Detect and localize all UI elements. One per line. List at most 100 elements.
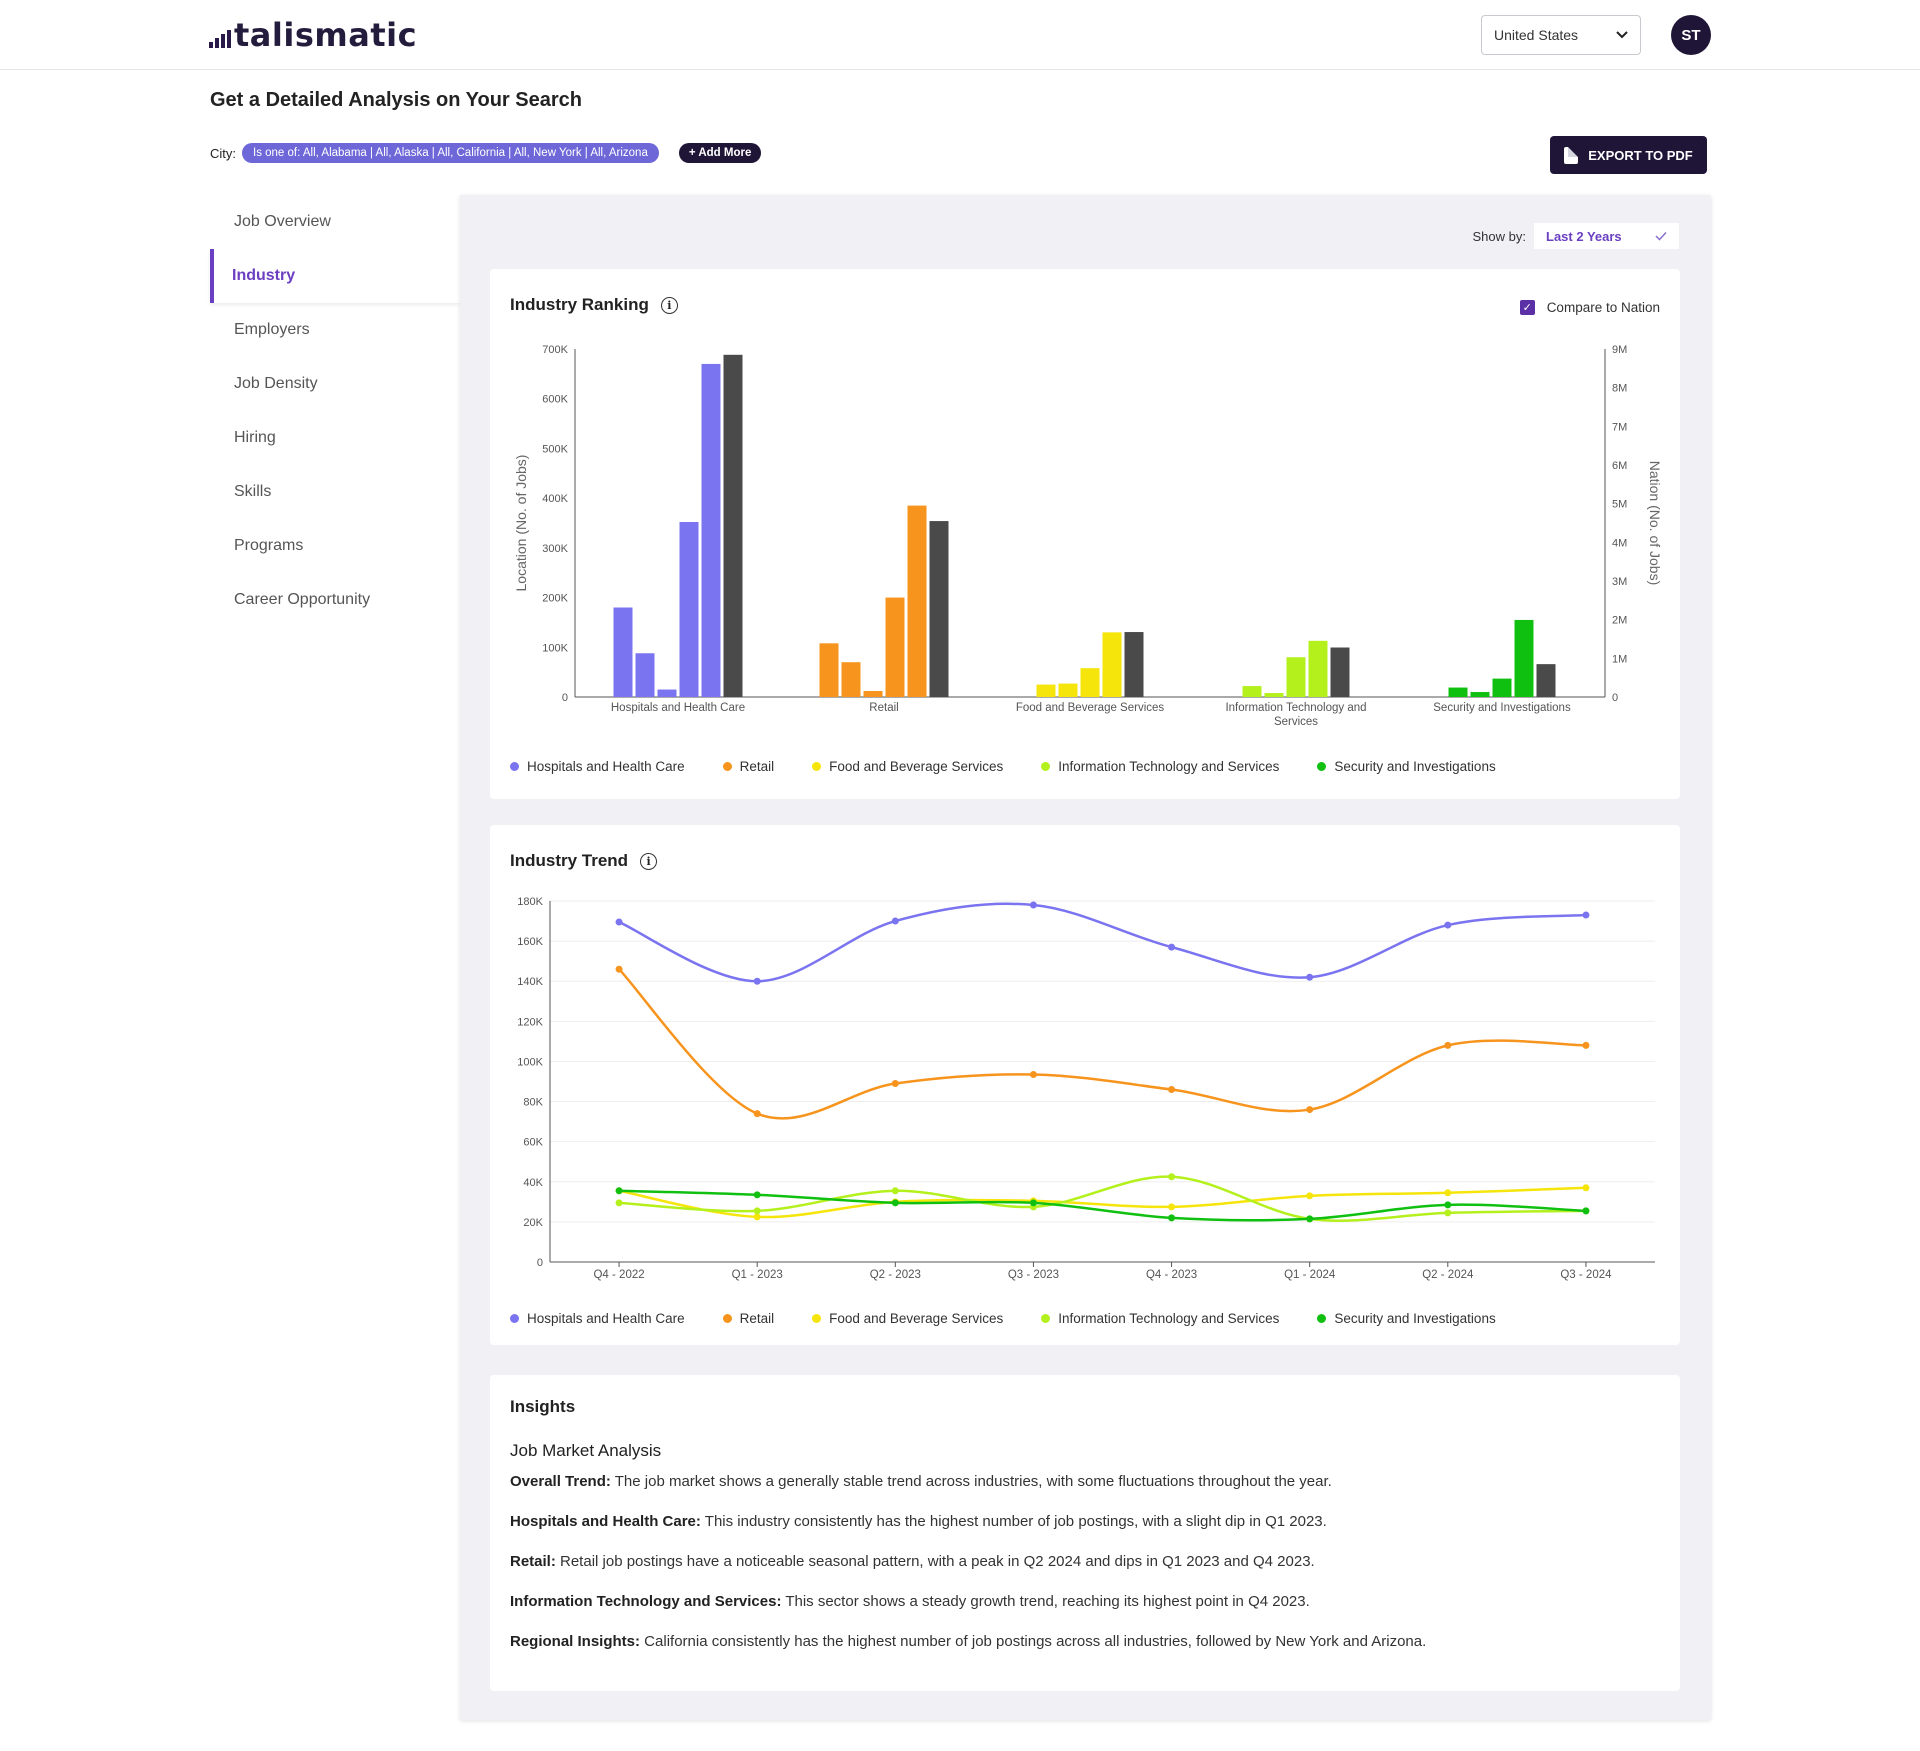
- user-avatar[interactable]: ST: [1671, 15, 1711, 55]
- series-line-retail: [618, 968, 1586, 1120]
- y-tick-label: 600K: [542, 394, 568, 406]
- sidebar-item-hiring[interactable]: Hiring: [210, 411, 460, 465]
- y2-axis-label: Nation (No. of Jobs): [1647, 461, 1663, 586]
- bar-retail: [863, 691, 883, 697]
- legend-dot: [1317, 762, 1327, 771]
- point-hospitals-and-health-care: [1306, 973, 1314, 981]
- y-tick-label: 200K: [542, 593, 568, 605]
- x-tick-label: Q4 - 2022: [593, 1269, 644, 1281]
- x-tick-label: Services: [1274, 716, 1318, 728]
- point-retail: [891, 1080, 899, 1088]
- sidebar-item-label: Employers: [234, 321, 310, 338]
- legend-item-information-technology-and-services[interactable]: Information Technology and Services: [1041, 1311, 1279, 1326]
- legend-item-security-and-investigations[interactable]: Security and Investigations: [1317, 759, 1496, 774]
- insight-item: Overall Trend: The job market shows a ge…: [510, 1473, 1332, 1490]
- compare-checkbox[interactable]: ✓: [1519, 300, 1535, 315]
- sidebar-item-programs[interactable]: Programs: [210, 519, 460, 573]
- show-by-value: Last 2 Years: [1546, 228, 1622, 244]
- y-axis-label: Location (No. of Jobs): [513, 455, 529, 592]
- point-hospitals-and-health-care: [891, 917, 899, 925]
- sidebar-item-job-density[interactable]: Job Density: [210, 357, 460, 411]
- country-select-value: United States: [1494, 27, 1579, 43]
- y2-tick-label: 2M: [1612, 615, 1627, 627]
- point-security-and-investigations: [1306, 1215, 1314, 1223]
- x-tick-label: Q1 - 2023: [732, 1269, 783, 1281]
- point-food-and-beverage-services: [753, 1213, 761, 1221]
- info-icon[interactable]: i: [660, 296, 678, 314]
- chevron-down-icon: [1616, 31, 1628, 39]
- show-by-control: Show by: Last 2 Years: [1473, 223, 1679, 249]
- bar-information-technology-and-services: [1264, 693, 1284, 697]
- sidebar-item-label: Programs: [234, 537, 304, 554]
- insight-text: The job market shows a generally stable …: [610, 1473, 1332, 1490]
- show-by-select[interactable]: Last 2 Years: [1534, 223, 1679, 249]
- insight-label: Hospitals and Health Care:: [510, 1513, 701, 1530]
- point-security-and-investigations: [891, 1199, 899, 1207]
- sidebar-item-label: Hiring: [234, 429, 276, 446]
- compare-to-nation[interactable]: ✓ Compare to Nation: [1519, 300, 1660, 315]
- main-panel: Show by: Last 2 Years Industry Ranking i…: [460, 195, 1711, 1720]
- point-retail: [1168, 1086, 1176, 1094]
- x-tick-label: Q3 - 2023: [1008, 1269, 1059, 1281]
- sidebar-item-job-overview[interactable]: Job Overview: [210, 195, 460, 249]
- insights-subtitle: Job Market Analysis: [510, 1441, 662, 1460]
- info-icon[interactable]: i: [640, 852, 658, 870]
- x-tick-label: Information Technology and: [1225, 702, 1366, 714]
- bar-hospitals-and-health-care: [657, 689, 677, 697]
- insight-text: Retail job postings have a noticeable se…: [555, 1553, 1315, 1570]
- legend-item-hospitals-and-health-care[interactable]: Hospitals and Health Care: [510, 1311, 685, 1326]
- y-tick-label: 300K: [542, 543, 568, 555]
- y2-tick-label: 3M: [1612, 576, 1627, 588]
- point-information-technology-and-services: [891, 1187, 899, 1195]
- series-line-security-and-investigations: [619, 1189, 1586, 1222]
- insight-text: California consistently has the highest …: [640, 1633, 1427, 1650]
- bar-hospitals-and-health-care: [701, 363, 721, 697]
- industry-trend-title: Industry Trend i: [510, 851, 658, 871]
- industry-ranking-legend: Hospitals and Health Care Retail Food and …: [510, 759, 1496, 774]
- insight-text: This sector shows a steady growth trend,…: [781, 1593, 1310, 1610]
- bar-security-and-investigations: [1470, 692, 1490, 697]
- sidebar-item-employers[interactable]: Employers: [210, 303, 460, 357]
- bar-retail: [819, 643, 839, 697]
- bar-information-technology-and-services: [1286, 657, 1306, 697]
- y2-tick-label: 1M: [1612, 653, 1627, 665]
- bar-security-and-investigations: [1492, 678, 1512, 697]
- legend-label: Security and Investigations: [1334, 759, 1496, 774]
- industry-trend-heading: Industry Trend: [510, 851, 629, 870]
- export-pdf-button[interactable]: EXPORT TO PDF: [1550, 136, 1707, 174]
- sidebar-item-career-opportunity[interactable]: Career Opportunity: [210, 573, 460, 627]
- x-tick-label: Q4 - 2023: [1146, 1269, 1197, 1281]
- sidebar-item-industry[interactable]: Industry: [210, 249, 460, 303]
- y-tick-label: 140K: [517, 976, 543, 988]
- export-pdf-label: EXPORT TO PDF: [1588, 147, 1693, 163]
- legend-item-retail[interactable]: Retail: [722, 1311, 775, 1326]
- logo-bars-icon: [209, 20, 231, 54]
- sidebar-item-skills[interactable]: Skills: [210, 465, 460, 519]
- insight-label: Retail:: [510, 1553, 556, 1570]
- insight-item: Information Technology and Services: Thi…: [510, 1593, 1310, 1610]
- insights-card: Insights Job Market Analysis Overall Tre…: [490, 1375, 1680, 1691]
- country-select[interactable]: United States: [1481, 15, 1641, 55]
- point-food-and-beverage-services: [1444, 1189, 1452, 1197]
- legend-dot: [510, 1314, 519, 1323]
- legend-label: Retail: [739, 1311, 775, 1326]
- x-tick-label: Q3 - 2024: [1560, 1269, 1612, 1281]
- add-more-button[interactable]: + Add More: [678, 143, 762, 163]
- legend-item-retail[interactable]: Retail: [722, 759, 774, 774]
- legend-item-food-and-beverage-services[interactable]: Food and Beverage Services: [812, 1311, 1003, 1326]
- pdf-file-icon: [1564, 146, 1579, 164]
- series-line-hospitals-and-health-care: [618, 902, 1587, 983]
- top-bar: talismatic United States ST: [0, 0, 1920, 70]
- legend-item-information-technology-and-services[interactable]: Information Technology and Services: [1041, 759, 1279, 774]
- legend-label: Hospitals and Health Care: [527, 1311, 685, 1326]
- legend-dot: [722, 1314, 732, 1323]
- y2-tick-label: 8M: [1612, 383, 1627, 395]
- legend-item-security-and-investigations[interactable]: Security and Investigations: [1317, 1311, 1496, 1326]
- sidebar-item-label: Job Density: [234, 375, 318, 392]
- city-filter-chip[interactable]: Is one of: All, Alabama | All, Alaska | …: [242, 143, 659, 163]
- legend-label: Food and Beverage Services: [829, 1311, 1004, 1326]
- talismatic-logo[interactable]: talismatic: [209, 16, 417, 54]
- legend-item-hospitals-and-health-care[interactable]: Hospitals and Health Care: [510, 759, 685, 774]
- point-retail: [753, 1110, 761, 1118]
- legend-item-food-and-beverage-services[interactable]: Food and Beverage Services: [812, 759, 1003, 774]
